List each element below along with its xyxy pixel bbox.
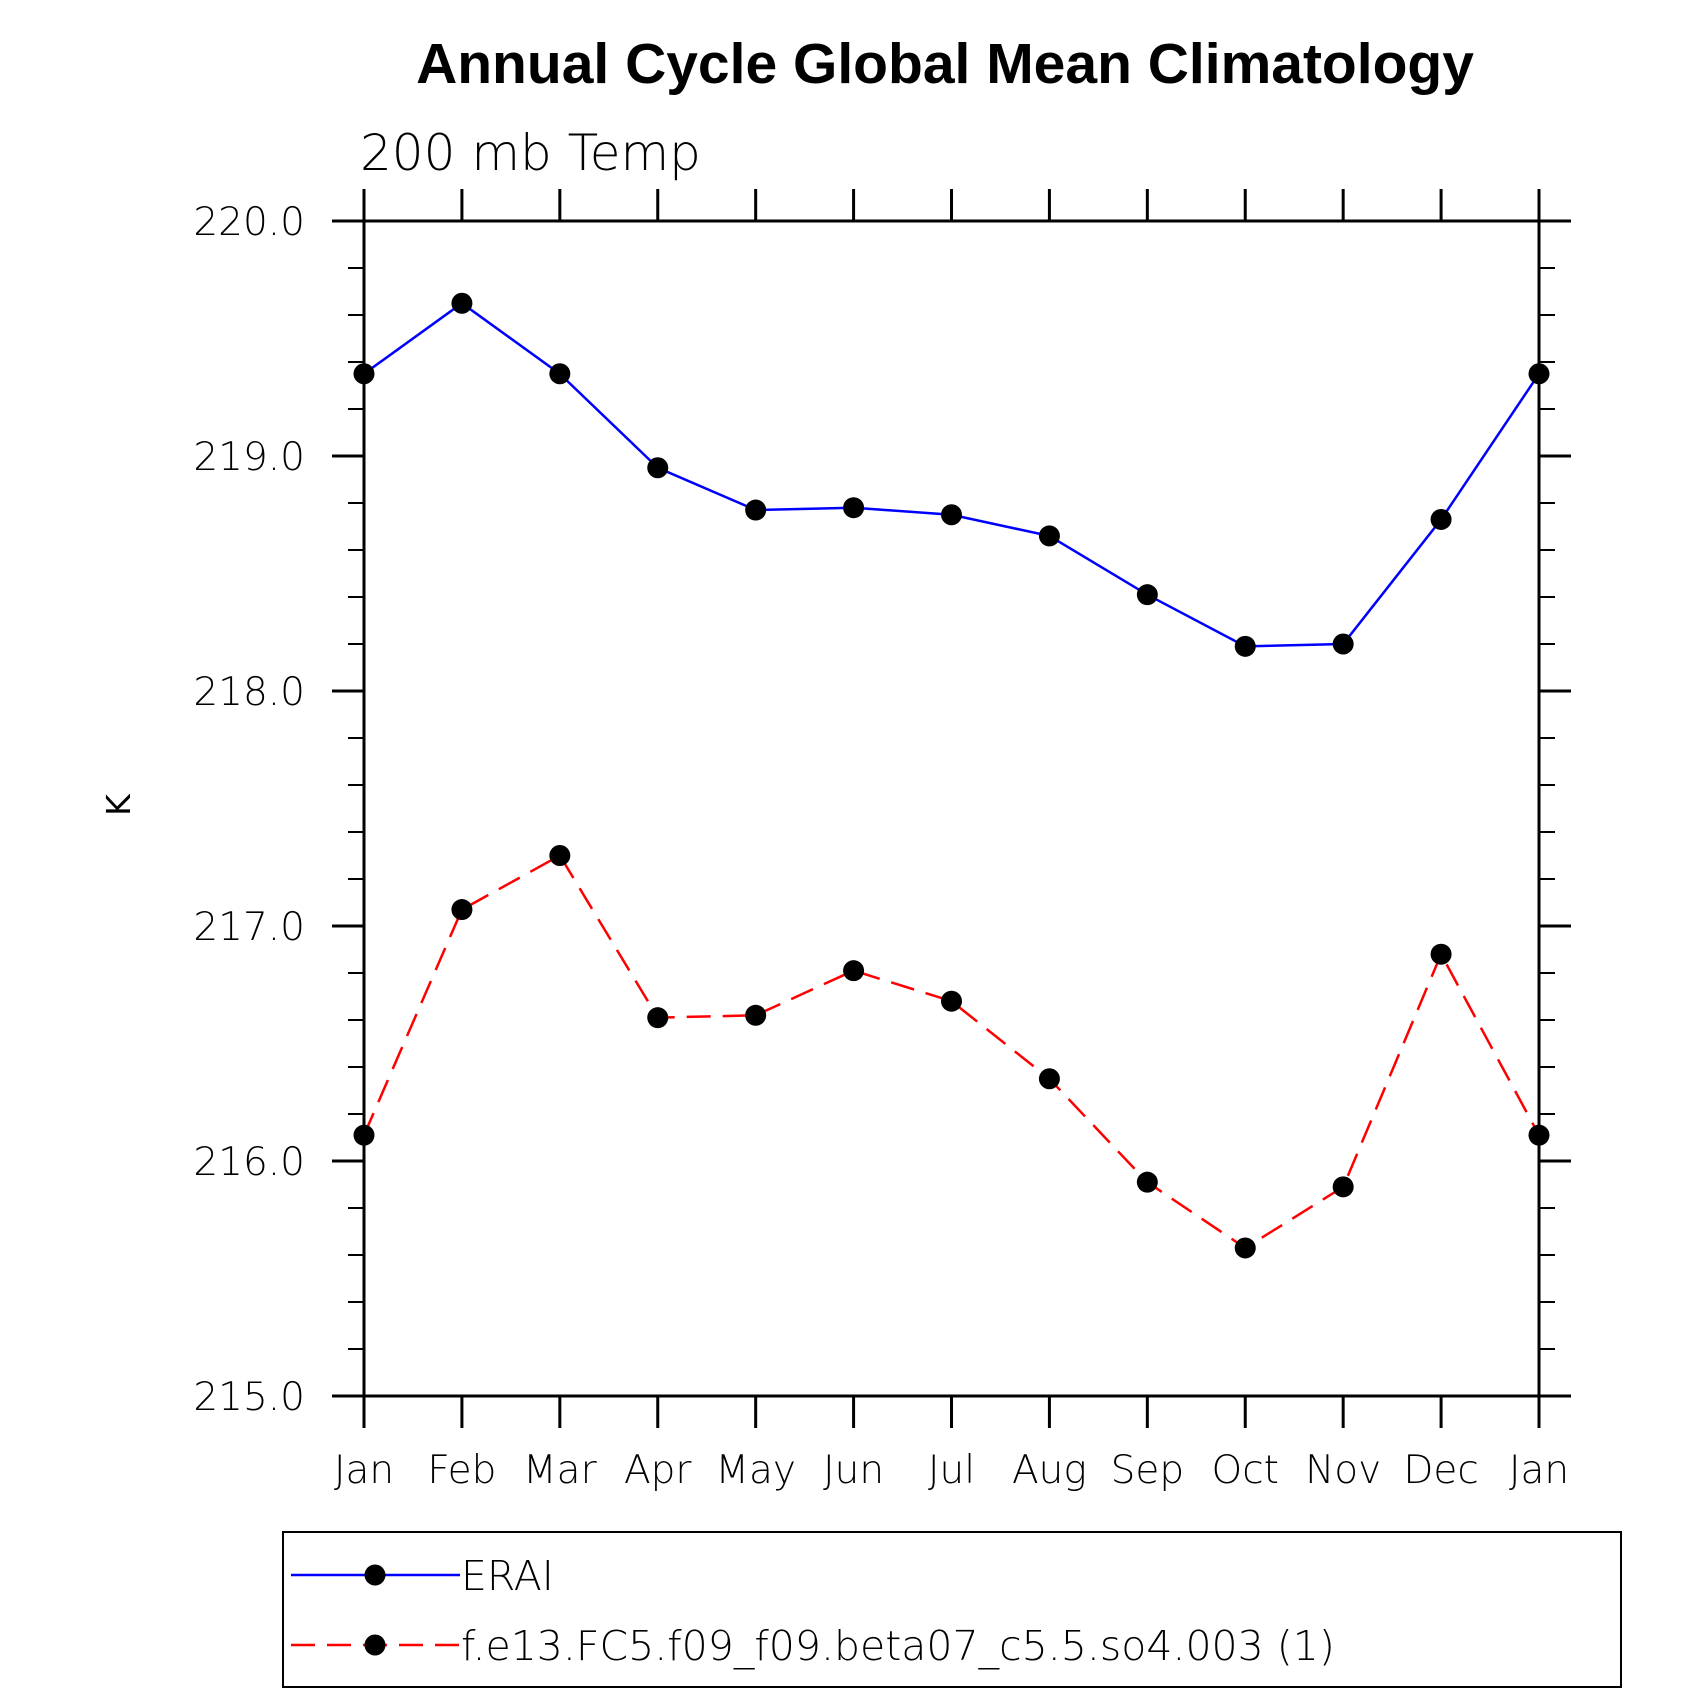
data-point (549, 845, 571, 866)
data-point (1528, 1124, 1550, 1146)
data-point (1038, 1068, 1060, 1090)
legend-items: ERAI f.e13.FC5.f09_f09.beta07_c5.5.so4.00… (291, 1552, 1335, 1670)
data-point (745, 1004, 767, 1026)
data-point (1332, 1176, 1354, 1198)
y-axis-title: K (99, 793, 138, 816)
series-layer (353, 292, 1550, 1259)
axes-layer: Jan Feb Mar Apr May Jun Jul Aug Sep Oct Nov Dec Jan 2… (193, 189, 1571, 1493)
data-point (745, 499, 767, 521)
chart-title: Annual Cycle Global Mean Climatology (416, 32, 1474, 96)
x-tick-label: Feb (427, 1448, 496, 1493)
series-line-2 (362, 853, 1541, 1250)
chart-subtitle: 200 mb Temp (360, 124, 701, 182)
x-tick-label: Jun (823, 1448, 884, 1493)
y-tick-label: 219.0 (193, 435, 305, 480)
legend-label-1: ERAI (461, 1552, 554, 1600)
x-tick-label: Nov (1305, 1448, 1381, 1493)
y-tick-label: 218.0 (193, 670, 305, 715)
data-point (1038, 525, 1060, 547)
data-point (451, 292, 473, 314)
data-point (1234, 1237, 1256, 1259)
y-tick-label: 215.0 (193, 1375, 305, 1420)
data-point (1136, 1171, 1158, 1193)
data-point (1528, 363, 1550, 385)
data-point (843, 497, 865, 519)
x-tick-label: Apr (624, 1448, 691, 1493)
data-point (1430, 508, 1452, 530)
legend: ERAI f.e13.FC5.f09_f09.beta07_c5.5.so4.00… (282, 1531, 1622, 1688)
x-tick-label: Jan (1509, 1448, 1569, 1493)
x-tick-label: May (715, 1448, 796, 1493)
x-tick-label: Sep (1111, 1448, 1185, 1493)
data-point (941, 990, 962, 1012)
legend-marker-1 (364, 1564, 386, 1586)
data-point (647, 457, 669, 479)
legend-label-2: f.e13.FC5.f09_f09.beta07_c5.5.so4.003 (1… (461, 1622, 1335, 1670)
y-tick-label: 217.0 (193, 905, 305, 950)
y-tick-label: 220.0 (193, 200, 305, 245)
x-tick-label: Dec (1403, 1448, 1478, 1493)
data-point (353, 1124, 375, 1146)
data-point (549, 363, 571, 385)
x-tick-label: Jul (928, 1448, 975, 1493)
data-point (451, 899, 473, 921)
data-point (941, 504, 962, 526)
x-tick-label: Mar (523, 1448, 597, 1493)
data-point (353, 363, 375, 385)
x-tick-label: Jan (334, 1448, 394, 1493)
legend-box (282, 1531, 1622, 1688)
x-tick-label: Oct (1212, 1448, 1279, 1493)
data-point (1332, 633, 1354, 655)
legend-marker-2 (364, 1634, 386, 1656)
plot-frame (362, 219, 1541, 1398)
data-point (1430, 943, 1452, 965)
series-line-1 (363, 301, 1541, 648)
y-tick-label: 216.0 (193, 1140, 305, 1185)
data-point (1234, 635, 1256, 657)
data-point (647, 1007, 669, 1029)
data-point (1136, 584, 1158, 606)
data-point (843, 960, 865, 982)
x-tick-label: Aug (1012, 1448, 1087, 1493)
